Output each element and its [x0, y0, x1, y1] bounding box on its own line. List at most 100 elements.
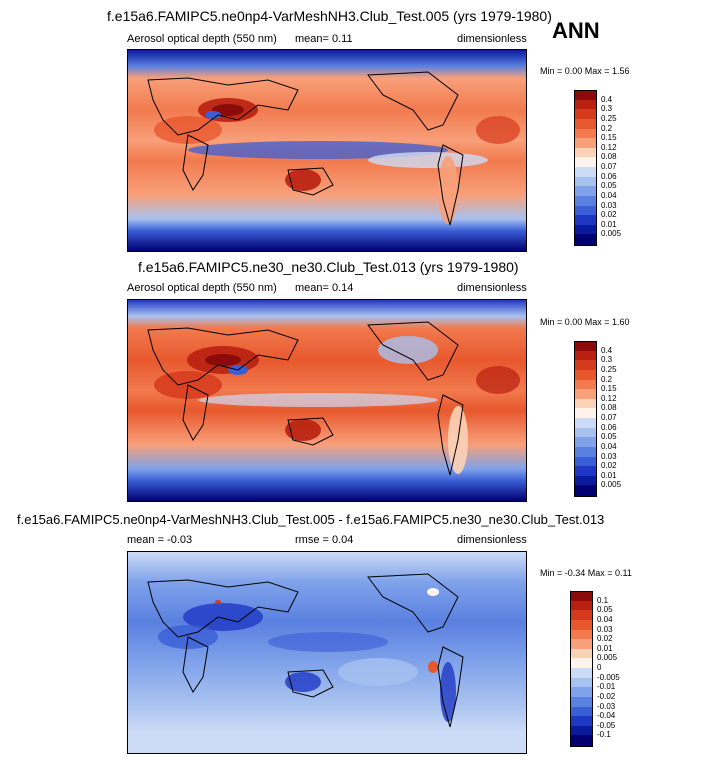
panel-3-units-label: dimensionless	[457, 534, 527, 546]
colorbar-tick-label: 0.06	[601, 171, 617, 181]
colorbar-tick-label: 0.05	[597, 605, 613, 615]
colorbar-tick-label: 0.01	[601, 470, 617, 480]
colorbar-swatch	[574, 350, 597, 361]
panel-2-map	[127, 299, 527, 502]
colorbar-tick-label: 0.12	[601, 393, 617, 403]
colorbar-swatch	[570, 687, 593, 698]
colorbar-swatch	[570, 600, 593, 611]
panel-1-colorbar: 0.4 0.3 0.25 0.2 0.15 0.12 0.08 0.07 0.06 0.05 0.0…	[574, 90, 634, 246]
colorbar-tick-label: 0.3	[601, 355, 613, 365]
colorbar-swatch	[570, 658, 593, 669]
colorbar-tick-label: 0.12	[601, 142, 617, 152]
colorbar-tick-label: 0.01	[601, 219, 617, 229]
colorbar-swatch	[570, 725, 593, 736]
colorbar-swatch	[574, 167, 597, 178]
panel-3-colorbar: 0.1 0.05 0.04 0.03 0.02 0.01 0.005 0 -0.005 -0.01…	[570, 591, 634, 747]
colorbar-tick-label: 0.02	[601, 210, 617, 220]
colorbar-tick-label: 0.15	[601, 133, 617, 143]
colorbar-tick-label: 0.25	[601, 364, 617, 374]
colorbar-tick-label: -0.05	[597, 720, 616, 730]
colorbar-swatch	[574, 369, 597, 380]
panel-1-minmax: Min = 0.00 Max = 1.56	[540, 66, 630, 76]
panel-1-map	[127, 49, 527, 252]
colorbar-swatch	[574, 485, 597, 497]
colorbar-swatch	[570, 639, 593, 650]
colorbar-tick-label: 0.02	[597, 634, 613, 644]
colorbar-swatch	[570, 591, 593, 603]
colorbar-swatch	[574, 427, 597, 438]
colorbar-swatch	[574, 138, 597, 149]
panel-1-field-label: Aerosol optical depth (550 nm)	[127, 33, 277, 45]
panel-3-rmse-label: rmse = 0.04	[295, 534, 354, 546]
colorbar-tick-label: 0.05	[601, 432, 617, 442]
colorbar-tick-label: 0.4	[601, 94, 613, 104]
colorbar-tick-label: 0.04	[597, 614, 613, 624]
colorbar-tick-label: 0.04	[601, 190, 617, 200]
colorbar-swatch	[570, 648, 593, 659]
panel-1-units-label: dimensionless	[457, 33, 527, 45]
panel-3-mean-label: mean = -0.03	[127, 534, 193, 546]
colorbar-tick-label: 0.03	[601, 451, 617, 461]
panel-2-field-plot	[128, 300, 526, 501]
colorbar-swatch	[574, 90, 597, 102]
colorbar-swatch	[570, 716, 593, 727]
colorbar-swatch	[574, 147, 597, 158]
colorbar-swatch	[574, 176, 597, 187]
colorbar-tick-label: 0.08	[601, 403, 617, 413]
colorbar-tick-label: 0.2	[601, 374, 613, 384]
colorbar-tick-label: 0.03	[601, 200, 617, 210]
panel-2-units-label: dimensionless	[457, 282, 527, 294]
colorbar-swatch	[574, 456, 597, 467]
colorbar-tick-label: -0.1	[597, 730, 611, 740]
colorbar-swatch	[574, 109, 597, 120]
colorbar-tick-label: 0.4	[601, 345, 613, 355]
colorbar-swatch	[570, 610, 593, 621]
colorbar-swatch	[574, 446, 597, 457]
colorbar-swatch	[574, 205, 597, 216]
colorbar-swatch	[574, 186, 597, 197]
panel-2-minmax: Min = 0.00 Max = 1.60	[540, 317, 630, 327]
colorbar-tick-label: 0.05	[601, 181, 617, 191]
colorbar-tick-label: 0.07	[601, 413, 617, 422]
colorbar-swatch	[574, 398, 597, 409]
colorbar-tick-label: -0.03	[597, 701, 616, 711]
season-label: ANN	[552, 18, 600, 43]
colorbar-tick-label: 0.3	[601, 104, 613, 114]
colorbar-tick-label: 0.08	[601, 152, 617, 162]
colorbar-tick-label: -0.02	[597, 691, 616, 701]
colorbar-tick-label: -0.04	[597, 711, 616, 721]
panel-1-mean-label: mean= 0.11	[295, 33, 353, 45]
colorbar-tick-label: 0.2	[601, 123, 613, 133]
colorbar-swatch	[574, 128, 597, 139]
colorbar-tick-label: 0.005	[601, 229, 622, 239]
colorbar-swatch	[570, 706, 593, 717]
panel-3-map	[127, 551, 527, 754]
colorbar-swatch	[570, 619, 593, 630]
colorbar-swatch	[574, 215, 597, 226]
colorbar-tick-label: -0.005	[597, 672, 620, 682]
colorbar-tick-label: 0.01	[597, 643, 613, 653]
colorbar-swatch	[570, 668, 593, 679]
colorbar-swatch	[574, 341, 597, 353]
panel-3-field-plot	[128, 552, 526, 753]
colorbar-swatch	[574, 466, 597, 477]
colorbar-swatch	[574, 224, 597, 235]
colorbar-swatch	[574, 408, 597, 419]
colorbar-tick-label: -0.01	[597, 682, 616, 692]
colorbar-tick-label: 0.005	[597, 653, 618, 663]
colorbar-tick-label: 0.07	[601, 162, 617, 171]
colorbar-swatch	[570, 735, 593, 747]
panel-1-field-plot	[128, 50, 526, 251]
colorbar-swatch	[574, 118, 597, 129]
panel-2-field-label: Aerosol optical depth (550 nm)	[127, 282, 277, 294]
colorbar-swatch	[570, 677, 593, 688]
panel-2-colorbar: 0.4 0.3 0.25 0.2 0.15 0.12 0.08 0.07 0.06 0.05 0.0…	[574, 341, 634, 497]
colorbar-swatch	[574, 475, 597, 486]
colorbar-tick-label: 0.04	[601, 441, 617, 451]
panel-1-title: f.e15a6.FAMIPC5.ne0np4-VarMeshNH3.Club_T…	[107, 8, 552, 24]
colorbar-swatch	[574, 195, 597, 206]
colorbar-tick-label: 0.15	[601, 384, 617, 394]
colorbar-swatch	[574, 99, 597, 110]
colorbar-swatch	[574, 379, 597, 390]
colorbar-tick-label: 0.25	[601, 113, 617, 123]
